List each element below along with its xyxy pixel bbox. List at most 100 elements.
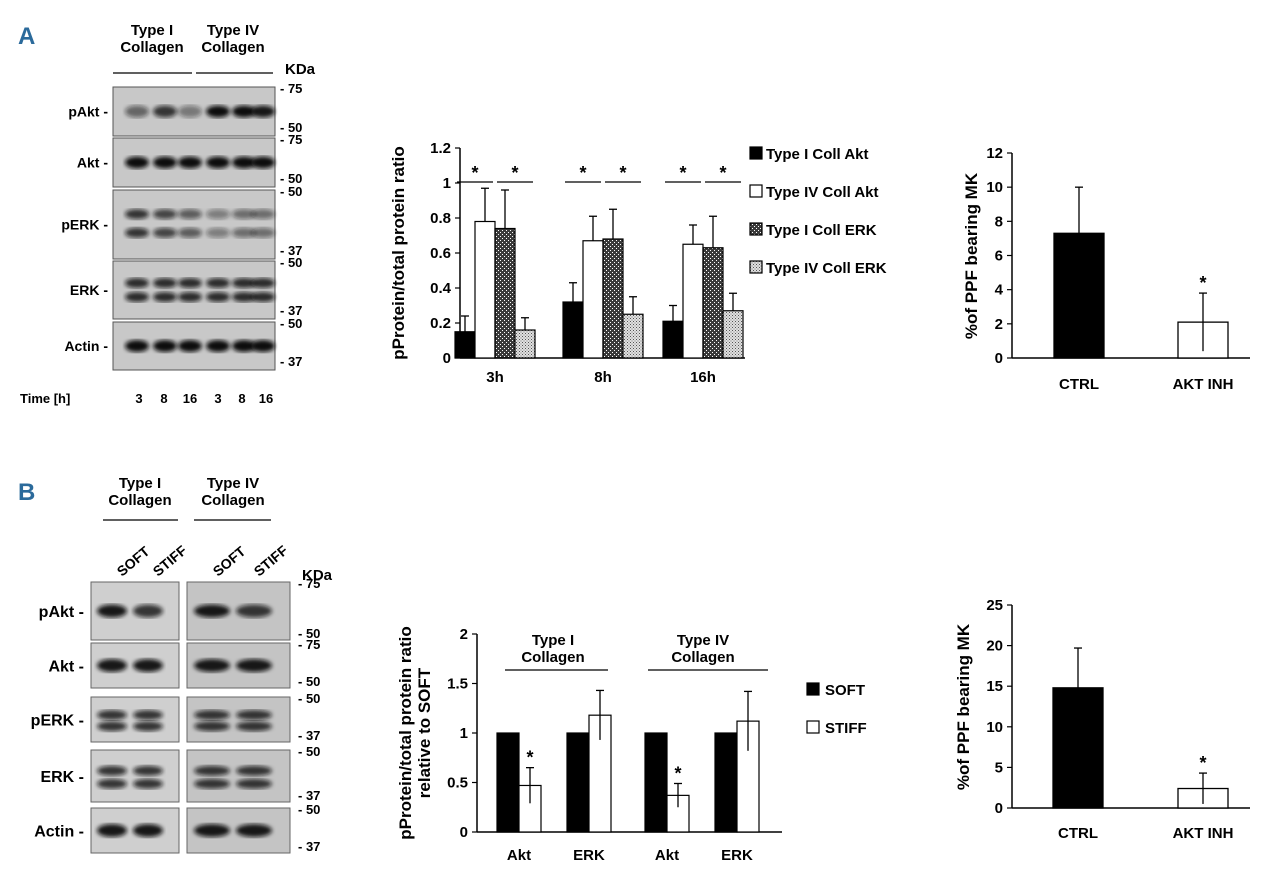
- chart-a-ppf-y-tick-label: 6: [995, 248, 1003, 265]
- blot-b-band: [236, 710, 272, 720]
- blot-b-row-label: Actin -: [34, 824, 84, 841]
- blot-b-band: [236, 824, 272, 837]
- chart-a-y-tick-label: 0: [443, 350, 451, 367]
- blot-b-band: [236, 659, 272, 672]
- blot-b-group-label: Collagen: [108, 492, 171, 509]
- chart-a-significance-star: *: [471, 163, 478, 183]
- chart-b-group-label: Type I: [532, 632, 574, 649]
- blot-a-band: [125, 340, 149, 352]
- chart-a-ppf-y-tick-label: 10: [986, 179, 1003, 196]
- chart-b-bar: [496, 732, 520, 833]
- chart-a-bar: [562, 301, 584, 359]
- blot-b-band: [194, 710, 230, 720]
- chart-a-bar: [582, 240, 604, 359]
- chart-a-x-tick-label: 3h: [486, 369, 504, 386]
- blot-a-band: [125, 291, 149, 302]
- blot-b-marker: - 75: [298, 576, 320, 591]
- blot-a-band: [153, 278, 177, 289]
- chart-a-significance-star: *: [619, 163, 626, 183]
- chart-b-x-tick-label: Akt: [507, 847, 531, 864]
- blot-a-marker: - 50: [280, 316, 302, 331]
- chart-a-legend-label: Type IV Coll Akt: [766, 184, 879, 201]
- blot-a-time-value: 8: [238, 391, 245, 406]
- chart-b-legend-label: SOFT: [825, 682, 865, 699]
- blot-b-group-label: Collagen: [201, 492, 264, 509]
- blot-a-band: [206, 156, 230, 169]
- blot-a-band: [206, 209, 230, 220]
- blot-a-time-value: 16: [183, 391, 197, 406]
- blot-b-band: [97, 765, 127, 776]
- blot-b-row-label: pERK -: [31, 713, 84, 730]
- blot-a-marker: - 75: [280, 132, 302, 147]
- blot-b-band: [194, 824, 230, 837]
- blot-b-band: [97, 721, 127, 732]
- chart-b-group-label: Collagen: [671, 649, 734, 666]
- blot-a-row-label: Actin -: [64, 338, 108, 354]
- chart-a-ppf-x-tick-label: CTRL: [1059, 376, 1099, 393]
- chart-b-group-label: Collagen: [521, 649, 584, 666]
- chart-a-bar: [602, 238, 624, 359]
- chart-a-ppf-y-tick-label: 0: [995, 350, 1003, 367]
- blot-b-group-label: Type IV: [207, 475, 259, 492]
- bar-chart-b-ratio: 0 0.5 1 1.5 2 pProtein/total protein ratio rel…: [396, 626, 867, 864]
- blot-a-band: [178, 278, 202, 289]
- blot-a-band: [125, 227, 149, 238]
- blot-a-band: [125, 278, 149, 289]
- blot-a-band: [153, 105, 177, 118]
- chart-b-ppf-y-tick-label: 20: [986, 638, 1003, 655]
- blot-b-band: [133, 710, 163, 720]
- blot-a-time-value: 16: [259, 391, 273, 406]
- blot-b-band: [236, 721, 272, 732]
- chart-a-y-tick-label: 1: [443, 175, 451, 192]
- blot-a-band: [232, 156, 256, 169]
- blot-b-band: [236, 765, 272, 776]
- blot-a-group-label: Collagen: [120, 39, 183, 56]
- blot-a-band: [251, 278, 275, 289]
- chart-b-x-tick-label: ERK: [573, 847, 605, 864]
- chart-a-y-tick-label: 0.2: [430, 315, 451, 332]
- blot-b-condition-label: SOFT: [114, 543, 153, 580]
- blot-b-marker: - 37: [298, 788, 320, 803]
- blot-b-band: [194, 721, 230, 732]
- blot-b-band: [97, 659, 127, 672]
- blot-a-row-label: pERK -: [61, 217, 108, 233]
- blot-b-strip: [90, 749, 180, 803]
- chart-a-ppf-y-tick-label: 8: [995, 213, 1003, 230]
- blot-a-marker: - 50: [280, 184, 302, 199]
- chart-a-significance-star: *: [719, 163, 726, 183]
- blot-a-marker: - 50: [280, 171, 302, 186]
- blot-b-group-label: Type I: [119, 475, 161, 492]
- blot-a-group-label: Type I: [131, 22, 173, 39]
- blot-a-band: [251, 291, 275, 302]
- blot-a-band: [251, 105, 275, 118]
- blot-a-marker: - 75: [280, 81, 302, 96]
- blot-b-condition-label: STIFF: [150, 542, 190, 580]
- blot-a-band: [178, 105, 202, 118]
- chart-b-ppf-y-tick-label: 15: [986, 678, 1003, 695]
- blot-b-band: [133, 765, 163, 776]
- panel-letter-a: A: [18, 23, 35, 50]
- blot-b-band: [97, 710, 127, 720]
- blot-b-band: [236, 778, 272, 789]
- blot-a-band: [251, 340, 275, 352]
- chart-a-legend-label: Type IV Coll ERK: [766, 260, 887, 277]
- blot-b-band: [97, 824, 127, 837]
- blot-b-strip: [186, 696, 291, 743]
- blot-a-marker: - 37: [280, 243, 302, 258]
- blot-a-time-label: Time [h]: [20, 391, 70, 406]
- chart-b-legend-label: STIFF: [825, 720, 867, 737]
- chart-b-ppf-x-tick-label: CTRL: [1058, 825, 1098, 842]
- blot-b-band: [133, 659, 163, 672]
- chart-a-bar: [622, 313, 644, 359]
- chart-a-bar: [722, 310, 744, 359]
- chart-b-y-tick-label: 1: [460, 725, 468, 742]
- chart-b-y-tick-label: 0: [460, 824, 468, 841]
- blot-a-band: [251, 209, 275, 220]
- chart-a-legend-label: Type I Coll Akt: [766, 146, 869, 163]
- chart-b-y-tick-label: 1.5: [447, 676, 468, 693]
- blot-a-unit: KDa: [285, 61, 316, 78]
- chart-b-ppf-y-tick-label: 25: [986, 597, 1003, 614]
- blot-a-band: [125, 209, 149, 220]
